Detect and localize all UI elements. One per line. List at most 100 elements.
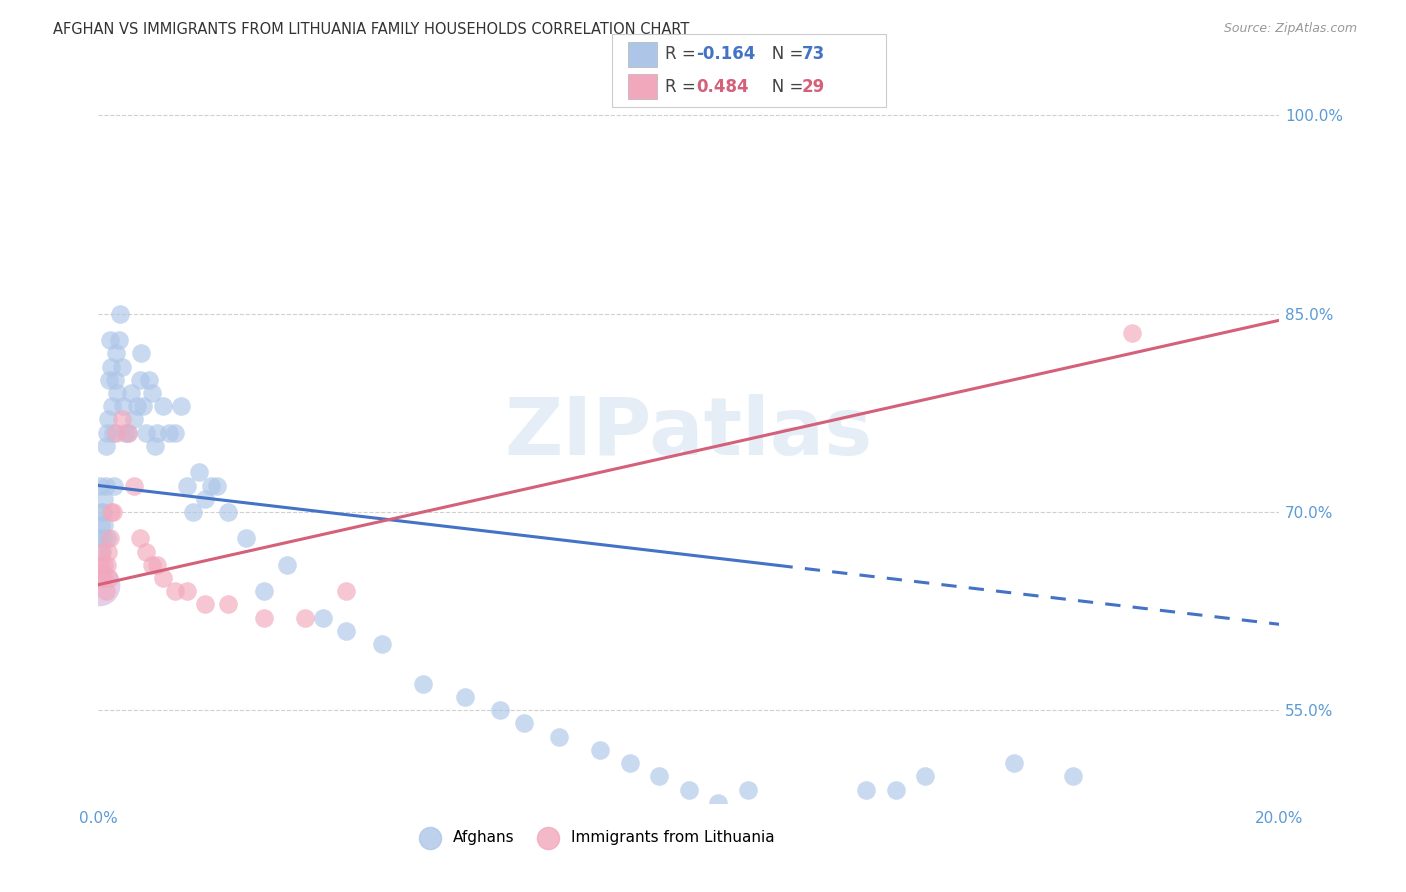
Point: [96, 425, 118, 440]
Text: AFGHAN VS IMMIGRANTS FROM LITHUANIA FAMILY HOUSEHOLDS CORRELATION CHART: AFGHAN VS IMMIGRANTS FROM LITHUANIA FAMI…: [53, 22, 690, 37]
Point: [146, 558, 169, 572]
Text: R =: R =: [665, 45, 702, 63]
Point: [132, 399, 155, 413]
Point: [91, 505, 114, 519]
Point: [89, 558, 111, 572]
Point: [128, 373, 150, 387]
Point: [253, 611, 276, 625]
Point: [97, 412, 120, 426]
Point: [335, 624, 357, 638]
Point: [129, 346, 152, 360]
Point: [117, 425, 139, 440]
Point: [104, 373, 127, 387]
Text: ZIPatlas: ZIPatlas: [505, 393, 873, 472]
Point: [90, 544, 112, 558]
Point: [678, 782, 700, 797]
Point: [737, 782, 759, 797]
Point: [512, 716, 534, 731]
Text: 29: 29: [801, 78, 825, 95]
Point: [94, 439, 117, 453]
Point: [103, 478, 125, 492]
Point: [143, 439, 166, 453]
Point: [884, 782, 907, 797]
Point: [87, 577, 110, 591]
Point: [98, 571, 121, 585]
Point: [335, 584, 357, 599]
Point: [217, 598, 239, 612]
Point: [98, 532, 121, 546]
Text: N =: N =: [756, 78, 808, 95]
Point: [707, 796, 730, 810]
Point: [105, 386, 128, 401]
Point: [205, 478, 228, 492]
Point: [165, 425, 187, 440]
Point: [94, 584, 117, 599]
Point: [93, 518, 115, 533]
Point: [103, 505, 125, 519]
Point: [112, 399, 135, 413]
Point: [138, 373, 160, 387]
Point: [96, 532, 118, 546]
Point: [141, 558, 163, 572]
Point: [91, 544, 114, 558]
Point: [122, 412, 145, 426]
Point: [98, 373, 121, 387]
Point: [101, 399, 124, 413]
Point: [97, 544, 120, 558]
Point: [96, 558, 118, 572]
Text: -0.164: -0.164: [696, 45, 755, 63]
Point: [1062, 769, 1084, 783]
Point: [100, 359, 122, 374]
Point: [619, 756, 641, 771]
Point: [170, 399, 193, 413]
Point: [235, 532, 257, 546]
Point: [589, 743, 612, 757]
Point: [152, 571, 174, 585]
Point: [105, 346, 128, 360]
Point: [117, 425, 139, 440]
Point: [194, 491, 217, 506]
Point: [90, 518, 112, 533]
Point: [914, 769, 936, 783]
Text: Source: ZipAtlas.com: Source: ZipAtlas.com: [1223, 22, 1357, 36]
Point: [1121, 326, 1143, 341]
Point: [91, 532, 114, 546]
Point: [91, 571, 114, 585]
Point: [181, 505, 204, 519]
Point: [294, 611, 316, 625]
Point: [648, 769, 671, 783]
Point: [120, 386, 142, 401]
Point: [108, 333, 131, 347]
Point: [103, 425, 125, 440]
Legend: Afghans, Immigrants from Lithuania: Afghans, Immigrants from Lithuania: [408, 823, 780, 851]
Point: [371, 637, 394, 651]
Point: [111, 412, 134, 426]
Point: [98, 333, 121, 347]
Point: [152, 399, 174, 413]
Point: [157, 425, 180, 440]
Text: N =: N =: [756, 45, 808, 63]
Point: [176, 478, 198, 492]
Point: [122, 478, 145, 492]
Point: [114, 425, 136, 440]
Text: 0.484: 0.484: [696, 78, 748, 95]
Point: [855, 782, 877, 797]
Point: [100, 505, 122, 519]
Point: [1002, 756, 1025, 771]
Point: [90, 505, 112, 519]
Point: [105, 425, 128, 440]
Point: [128, 532, 150, 546]
Point: [253, 584, 276, 599]
Point: [93, 491, 115, 506]
Point: [89, 478, 111, 492]
Point: [412, 677, 434, 691]
Point: [176, 584, 198, 599]
Point: [89, 532, 111, 546]
Point: [194, 598, 217, 612]
Point: [135, 544, 157, 558]
Point: [200, 478, 222, 492]
Point: [93, 558, 115, 572]
Point: [217, 505, 239, 519]
Point: [453, 690, 475, 704]
Point: [135, 425, 157, 440]
